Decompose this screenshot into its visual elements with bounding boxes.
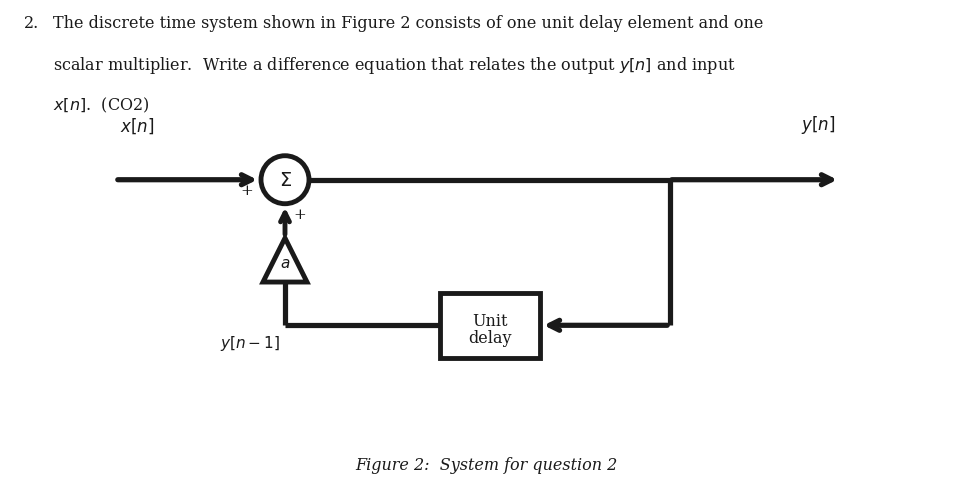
Text: scalar multiplier.  Write a difference equation that relates the output $y[n]$ a: scalar multiplier. Write a difference eq… bbox=[53, 55, 736, 76]
Text: 2.: 2. bbox=[24, 15, 40, 32]
Text: Figure 2:  System for question 2: Figure 2: System for question 2 bbox=[355, 456, 617, 473]
Text: $x[n]$.  (CO2): $x[n]$. (CO2) bbox=[53, 95, 150, 114]
Text: $x[n]$: $x[n]$ bbox=[120, 116, 155, 135]
Text: $\Sigma$: $\Sigma$ bbox=[279, 171, 292, 189]
Text: delay: delay bbox=[469, 329, 511, 346]
Text: The discrete time system shown in Figure 2 consists of one unit delay element an: The discrete time system shown in Figure… bbox=[53, 15, 764, 32]
Text: +: + bbox=[294, 207, 306, 221]
Text: Unit: Unit bbox=[472, 312, 507, 329]
Text: +: + bbox=[241, 183, 254, 197]
Text: $y[n-1]$: $y[n-1]$ bbox=[220, 334, 280, 353]
Text: $a$: $a$ bbox=[280, 257, 291, 271]
Text: $y[n]$: $y[n]$ bbox=[801, 113, 835, 135]
